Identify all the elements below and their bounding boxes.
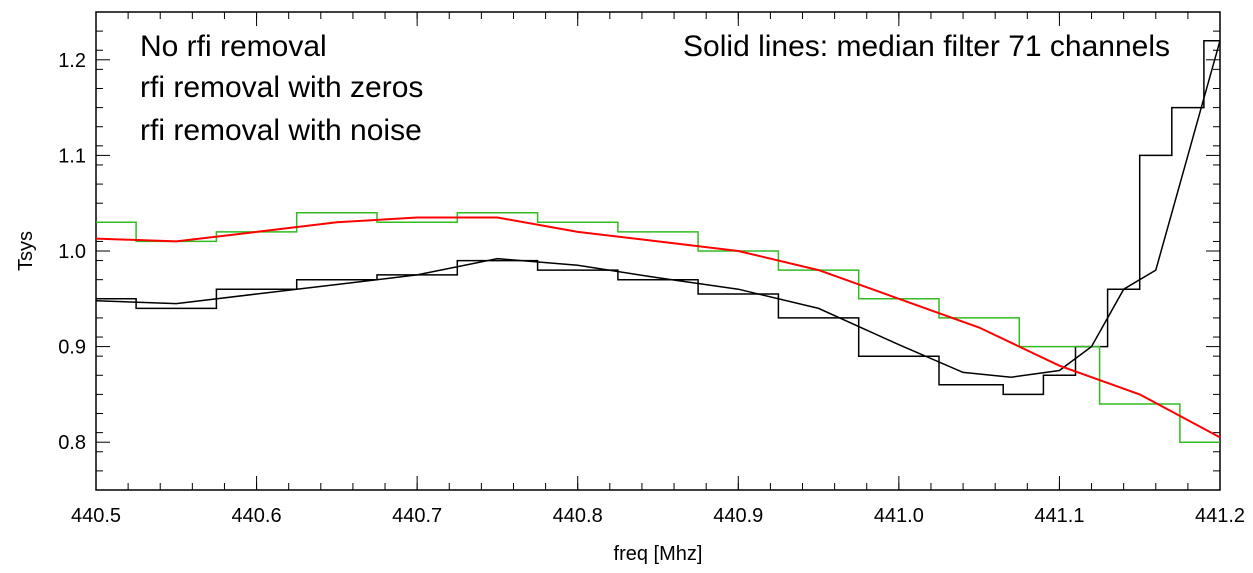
y-tick-label: 0.9 — [58, 337, 86, 359]
x-tick-label: 440.7 — [392, 505, 442, 527]
x-tick-label: 440.9 — [713, 505, 763, 527]
annotation-rfi-removal-zeros: rfi removal with zeros — [140, 71, 423, 104]
annotation-no-rfi-removal: No rfi removal — [140, 30, 327, 63]
x-tick-label: 440.5 — [71, 505, 121, 527]
series-histogram-0 — [96, 39, 1220, 396]
x-tick-label: 441.0 — [874, 505, 924, 527]
annotation-rfi-removal-noise: rfi removal with noise — [140, 114, 422, 147]
x-tick-label: 440.6 — [232, 505, 282, 527]
x-axis-label: freq [Mhz] — [614, 543, 703, 565]
x-tick-label: 441.1 — [1034, 505, 1084, 527]
y-tick-label: 1.0 — [58, 241, 86, 263]
y-axis-label: Tsys — [15, 231, 37, 271]
y-tick-label: 1.2 — [58, 50, 86, 72]
y-tick-label: 1.1 — [58, 145, 86, 167]
series-layer — [95, 39, 1221, 443]
x-tick-label: 440.8 — [553, 505, 603, 527]
x-tick-label: 441.2 — [1195, 505, 1245, 527]
series-median-2 — [95, 216, 1221, 439]
series-histogram-3 — [96, 212, 1220, 443]
series-median-1 — [95, 40, 1221, 378]
annotation-median-filter: Solid lines: median filter 71 channels — [683, 30, 1170, 63]
tick-labels: 440.5 440.6 440.7 440.8 440.9 441.0 441.1 441.2… — [58, 50, 1245, 527]
y-tick-label: 0.8 — [58, 432, 86, 454]
